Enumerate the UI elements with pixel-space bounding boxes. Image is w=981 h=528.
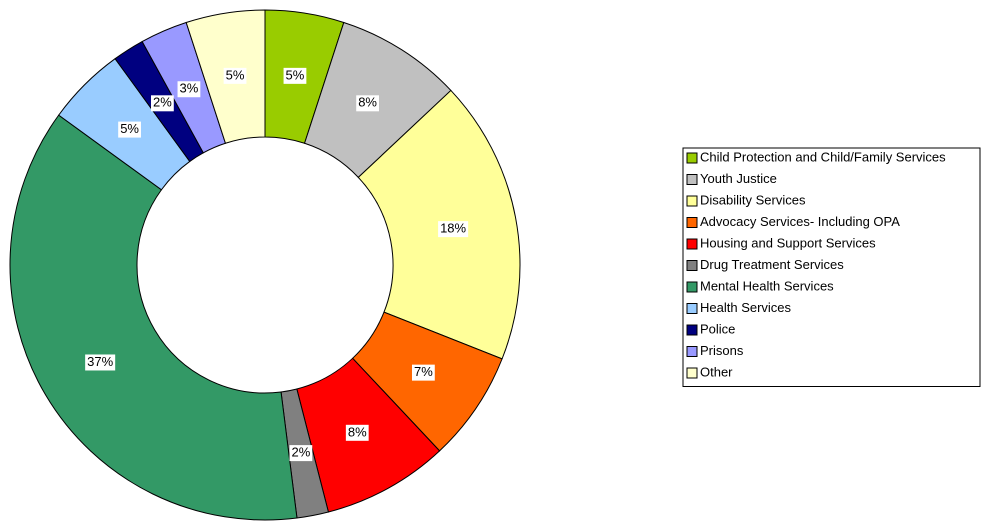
data-label-bg [345,424,369,441]
legend-swatch [686,152,698,164]
legend-swatch [686,303,698,314]
data-label: 5% [118,121,141,138]
legend-swatch [686,260,698,271]
data-label-bg [85,354,116,371]
data-label-text: 7% [414,364,433,379]
data-label-bg [438,221,469,238]
legend-label: Prisons [700,343,744,358]
legend-label: Drug Treatment Services [700,257,844,272]
data-label-bg [150,95,174,112]
legend-swatch [686,174,698,185]
data-label-bg [411,364,435,381]
legend-swatch [686,217,698,228]
legend-swatch [686,367,698,379]
legend-label: Youth Justice [700,171,777,186]
data-label: 3% [177,81,201,98]
data-label: 37% [85,354,116,371]
data-label: 2% [289,445,313,462]
legend-swatch [686,346,698,357]
data-label-bg [177,81,201,98]
data-label-bg [283,67,307,84]
data-label-text: 8% [348,424,367,439]
data-label: 5% [223,67,247,84]
legend-swatch [686,238,698,250]
legend-label: Other [700,364,733,379]
data-label-text: 5% [120,121,139,136]
legend-label: Advocacy Services- Including OPA [700,214,900,229]
data-label-bg [118,121,141,138]
data-label-text: 2% [153,95,172,110]
data-label: 7% [411,364,435,381]
data-label-bg [289,445,313,462]
data-label-text: 5% [286,67,305,82]
data-label: 8% [345,424,369,441]
data-label-bg [223,67,247,84]
data-label: 18% [438,221,469,238]
legend-label: Police [700,321,735,336]
data-label-text: 8% [358,95,377,110]
legend-label: Health Services [700,300,792,315]
data-label-text: 5% [226,67,245,82]
legend-label: Disability Services [700,192,806,207]
data-label: 8% [356,95,380,112]
slice [9,114,298,521]
legend-label: Housing and Support Services [700,235,876,250]
legend-swatch [686,281,698,293]
data-label-text: 37% [87,354,113,369]
legend-box [682,147,981,387]
legend-label: Mental Health Services [700,278,834,293]
data-label: 2% [150,95,174,112]
data-label: 5% [283,67,307,84]
data-label-bg [356,95,380,112]
legend-label: Child Protection and Child/Family Servic… [700,149,946,164]
legend-swatch [686,195,698,207]
data-label-text: 18% [440,221,466,236]
data-label-text: 2% [291,445,310,460]
data-label-text: 3% [180,81,199,96]
legend-swatch [686,324,698,336]
